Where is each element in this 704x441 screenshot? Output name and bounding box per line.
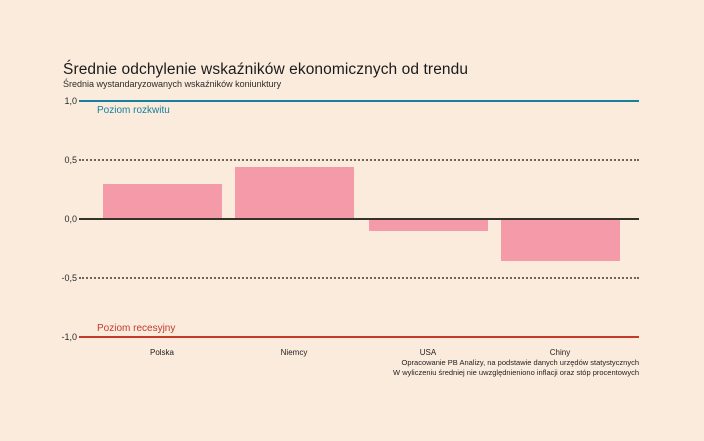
ytick-neg0.5: -0,5 [61, 273, 77, 283]
gridline--0.5 [79, 277, 639, 279]
category-label-usa: USA [419, 348, 437, 357]
source-footnote-line2: W wyliczeniu średniej nie uwzględnienion… [393, 367, 639, 377]
zero-axis-line [79, 218, 639, 220]
ytick-neg1.0: -1,0 [61, 332, 77, 342]
source-footnote-line1: Opracowanie PB Analizy, na podstawie dan… [401, 358, 639, 367]
ytick-0.0: 0,0 [64, 214, 77, 224]
chart-title: Średnie odchylenie wskaźników ekonomiczn… [63, 61, 469, 78]
boom-level-label: Poziom rozkwitu [97, 105, 170, 116]
ytick-1.0: 1,0 [64, 96, 77, 106]
category-label-niemcy: Niemcy [280, 348, 308, 357]
boom-level-line [79, 100, 639, 102]
chart-subtitle: Średnia wystandaryzowanych wskaźników ko… [63, 79, 282, 89]
source-footnote: Opracowanie PB Analizy, na podstawie dan… [319, 358, 639, 377]
bar-chiny [500, 219, 620, 262]
ytick-0.5: 0,5 [64, 155, 77, 165]
category-label-chiny: Chiny [549, 348, 571, 357]
recession-level-line [79, 336, 639, 338]
gridline-0.5 [79, 159, 639, 161]
bar-usa [368, 219, 488, 231]
bar-niemcy [234, 167, 354, 219]
category-label-polska: Polska [149, 348, 174, 357]
recession-level-label: Poziom recesyjny [97, 323, 176, 334]
bar-polska [103, 183, 222, 219]
